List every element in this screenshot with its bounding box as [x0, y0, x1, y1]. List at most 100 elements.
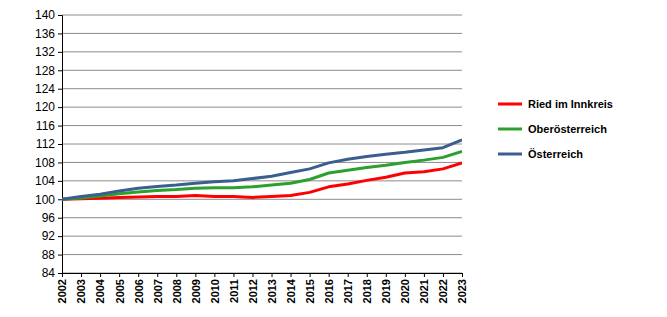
y-tick-label: 92: [42, 229, 56, 243]
x-tick-mark: [119, 273, 120, 277]
x-tick-label: 2014: [285, 278, 297, 303]
x-tick: 2014: [285, 273, 297, 303]
y-tick-label: 132: [35, 45, 55, 59]
x-tick-mark: [291, 273, 292, 277]
x-tick: 2007: [152, 273, 164, 303]
grid-line: [62, 180, 462, 181]
x-tick-mark: [272, 273, 273, 277]
y-tick: 128: [35, 64, 62, 78]
legend-item: Österreich: [498, 148, 583, 160]
x-tick: 2010: [209, 273, 221, 303]
x-tick-mark: [462, 273, 463, 277]
x-tick-label: 2013: [266, 279, 278, 303]
y-tick-label: 116: [36, 119, 55, 133]
grid-line: [62, 199, 462, 200]
x-tick-mark: [157, 273, 158, 277]
x-tick-label: 2010: [209, 279, 221, 303]
y-tick: 132: [35, 45, 62, 59]
x-tick: 2011: [228, 273, 240, 303]
x-tick-label: 2012: [247, 279, 259, 303]
lines: [62, 140, 462, 199]
y-tick-mark: [58, 236, 62, 237]
y-tick: 120: [35, 100, 62, 114]
x-tick-label: 2017: [342, 279, 354, 303]
y-tick-label: 104: [35, 174, 55, 188]
y-tick: 96: [42, 211, 62, 225]
y-tick-label: 136: [35, 27, 55, 41]
grid-line: [62, 236, 462, 237]
x-tick-mark: [405, 273, 406, 277]
x-tick: 2020: [399, 273, 411, 303]
y-tick-label: 124: [35, 82, 55, 96]
grid-line: [62, 70, 462, 71]
y-tick: 100: [35, 193, 62, 207]
x-axis: 2002 2003 2004 2005 2006 2007 2008 2009 2010 2011…: [56, 273, 468, 303]
x-tick-mark: [100, 273, 101, 277]
x-tick-label: 2015: [304, 279, 316, 303]
y-tick-label: 84: [42, 266, 56, 280]
y-tick-mark: [58, 199, 62, 200]
x-tick-mark: [81, 273, 82, 277]
y-tick-label: 96: [42, 211, 56, 225]
x-tick: 2013: [266, 273, 278, 303]
x-tick-label: 2009: [190, 279, 202, 303]
x-tick-mark: [138, 273, 139, 277]
y-tick-label: 108: [35, 156, 55, 170]
grid-line: [62, 88, 462, 89]
y-tick-mark: [58, 273, 62, 274]
x-tick: 2019: [380, 273, 392, 303]
y-tick-mark: [58, 255, 62, 256]
x-tick-label: 2002: [56, 279, 68, 303]
y-axis-line: [58, 16, 63, 274]
y-tick: 84: [42, 266, 62, 280]
legend-item: Ried im Innkreis: [498, 98, 613, 110]
series-line: [62, 151, 462, 199]
x-tick: 2017: [342, 273, 354, 303]
x-tick-mark: [367, 273, 368, 277]
grid-line: [62, 125, 462, 126]
grid-line: [62, 33, 462, 34]
y-tick: 136: [35, 27, 62, 41]
x-tick-mark: [310, 273, 311, 277]
x-tick: 2023: [456, 273, 468, 303]
x-tick: 2008: [171, 273, 183, 303]
x-tick: 2016: [323, 273, 335, 303]
y-tick-label: 100: [35, 193, 55, 207]
grid-line: [62, 144, 462, 145]
x-tick-label: 2004: [94, 278, 106, 303]
x-tick: 2021: [418, 273, 430, 303]
legend-label: Oberösterreich: [528, 123, 607, 135]
grid-line: [62, 107, 462, 108]
y-tick-mark: [58, 52, 62, 53]
grid: [62, 15, 462, 273]
legend-swatch: [498, 153, 522, 156]
x-tick-mark: [424, 273, 425, 277]
x-tick: 2018: [361, 273, 373, 303]
x-tick: 2015: [304, 273, 316, 303]
x-tick-label: 2011: [228, 279, 240, 303]
x-tick-mark: [176, 273, 177, 277]
x-tick: 2004: [94, 273, 106, 303]
legend-label: Österreich: [528, 148, 583, 160]
y-tick: 108: [35, 156, 62, 170]
x-tick: 2005: [113, 273, 125, 303]
x-tick: 2002: [56, 273, 68, 303]
x-tick-label: 2007: [152, 279, 164, 303]
x-tick-label: 2005: [113, 279, 125, 303]
y-tick-label: 128: [35, 64, 55, 78]
y-tick-mark: [58, 15, 62, 16]
legend-item: Oberösterreich: [498, 123, 607, 135]
legend-label: Ried im Innkreis: [528, 98, 613, 110]
plot: 8488929610010410811211612012412813213614…: [35, 8, 468, 303]
y-tick: 112: [36, 137, 62, 151]
x-tick-mark: [329, 273, 330, 277]
y-axis: 8488929610010410811211612012412813213614…: [35, 8, 63, 280]
x-tick: 2003: [75, 273, 87, 303]
y-tick-mark: [58, 181, 62, 182]
y-tick: 104: [35, 174, 62, 188]
x-tick: 2006: [133, 273, 145, 303]
y-tick-mark: [58, 107, 62, 108]
y-tick-mark: [58, 33, 62, 34]
x-tick-label: 2006: [133, 279, 145, 303]
grid-line: [62, 217, 462, 218]
